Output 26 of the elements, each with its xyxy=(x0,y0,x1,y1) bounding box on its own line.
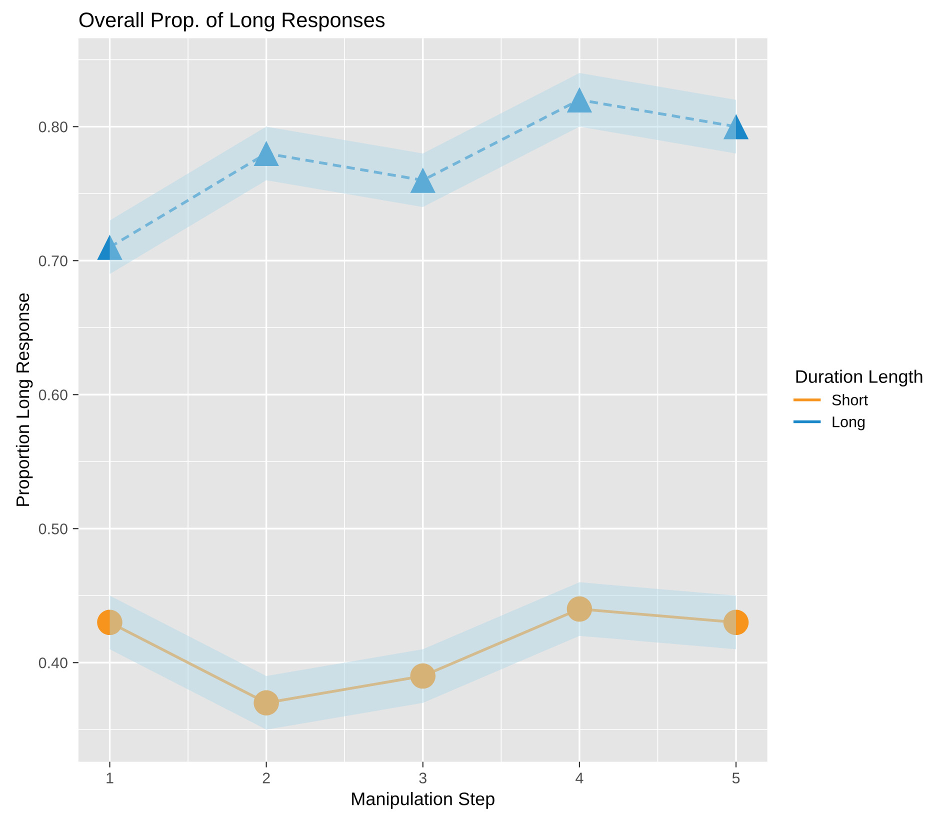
point xyxy=(566,596,592,622)
y-tick-label: 0.40 xyxy=(38,657,68,668)
y-tick-label: 0.80 xyxy=(38,122,68,132)
x-tick-label: 5 xyxy=(732,772,740,784)
x-tick-label: 2 xyxy=(262,772,270,784)
x-tick-label: 1 xyxy=(106,772,114,784)
legend-label: Long xyxy=(832,416,865,430)
x-tick-label: 3 xyxy=(419,772,426,784)
point xyxy=(723,610,749,636)
point xyxy=(97,234,122,260)
chart-title: Overall Prop. of Long Responses xyxy=(79,12,385,32)
point xyxy=(410,663,436,689)
x-tick-label: 4 xyxy=(576,772,584,784)
y-tick-label: 0.70 xyxy=(38,256,68,266)
point xyxy=(566,87,592,112)
point xyxy=(410,168,436,193)
point xyxy=(254,140,279,166)
y-tick-label: 0.60 xyxy=(38,390,68,400)
legend-title: Duration Length xyxy=(796,370,922,387)
x-axis-title: Manipulation Step xyxy=(352,792,494,809)
point xyxy=(723,114,749,140)
y-axis-title: Proportion Long Response xyxy=(16,293,33,506)
legend-label: Short xyxy=(832,394,868,406)
point xyxy=(97,610,122,636)
point xyxy=(254,690,279,716)
y-tick-label: 0.50 xyxy=(38,524,68,534)
